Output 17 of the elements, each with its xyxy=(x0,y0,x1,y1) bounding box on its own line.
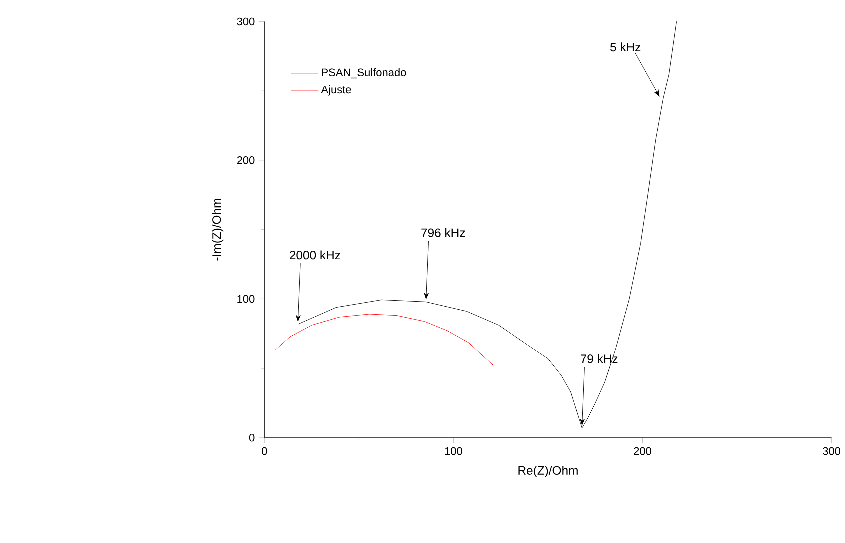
y-tick-label: 200 xyxy=(237,156,255,164)
annotation: 79 kHz xyxy=(580,354,618,364)
x-tick-label: 300 xyxy=(823,447,841,456)
legend-label: Ajuste xyxy=(321,85,352,96)
annotation: 5 kHz xyxy=(610,42,641,52)
y-tick-label: 300 xyxy=(237,18,255,26)
legend-label: PSAN_Sulfonado xyxy=(322,68,406,78)
annotation: 2000 kHz xyxy=(290,250,340,260)
x-tick-label: 0 xyxy=(262,447,268,456)
x-axis-title: Re(Z)/Ohm xyxy=(518,466,578,478)
y-tick-label: 0 xyxy=(249,434,255,442)
y-axis-title: -Im(Z)/Ohm xyxy=(212,198,224,261)
y-tick-label: 100 xyxy=(238,295,255,303)
line-series xyxy=(275,314,494,366)
annotation: 796 kHz xyxy=(422,228,466,238)
x-tick-label: 100 xyxy=(445,447,462,456)
x-tick-label: 200 xyxy=(634,447,652,456)
